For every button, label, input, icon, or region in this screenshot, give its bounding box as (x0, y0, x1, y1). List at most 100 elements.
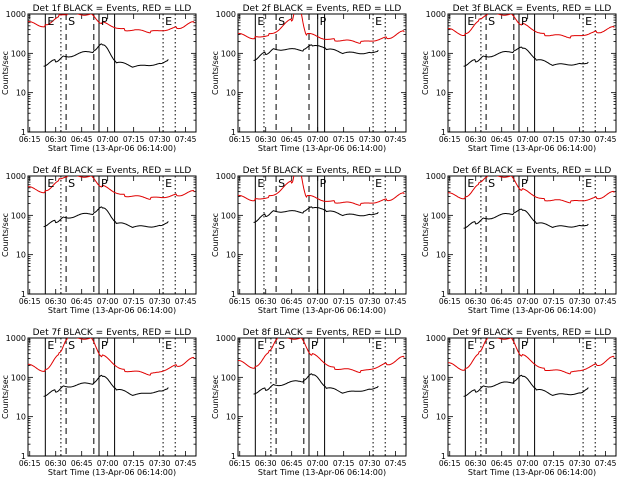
marker-label: E (47, 339, 54, 352)
x-tick-label: 07:15 (543, 297, 565, 306)
events-series-line (253, 373, 379, 395)
y-tick-label: 1 (441, 128, 446, 137)
marker-label: E (375, 15, 382, 28)
marker-label: E (165, 15, 172, 28)
y-axis-label: Counts/sec (1, 51, 10, 95)
y-tick-label: 1000 (6, 334, 26, 343)
x-tick-label: 06:15 (439, 459, 461, 468)
plot-frame (447, 13, 617, 133)
x-tick-label: 06:15 (439, 297, 461, 306)
x-axis-label: Start Time (13-Apr-06 06:14:00) (48, 144, 176, 153)
panel-title: Det 7f BLACK = Events, RED = LLD (33, 328, 192, 338)
marker-label: S (68, 339, 75, 352)
x-tick-label: 06:45 (71, 297, 93, 306)
x-tick-label: 07:30 (149, 297, 171, 306)
lld-series-line (28, 176, 195, 200)
x-tick-label: 07:45 (595, 459, 617, 468)
y-tick-label: 1 (231, 290, 236, 299)
y-tick-label: 1000 (6, 172, 26, 181)
panel-title: Det 3f BLACK = Events, RED = LLD (453, 4, 612, 14)
y-tick-label: 100 (11, 49, 26, 58)
events-series-line (463, 46, 589, 67)
x-tick-label: 06:30 (45, 297, 67, 306)
marker-label: S (488, 339, 495, 352)
x-tick-label: 06:45 (281, 297, 303, 306)
panel-7: Det 7f BLACK = Events, RED = LLD 1 10 100 10… (1, 328, 197, 477)
panel-1: Det 1f BLACK = Events, RED = LLD 1 10 100 10… (1, 4, 197, 153)
x-tick-label: 07:30 (359, 297, 381, 306)
plot-area (238, 14, 405, 132)
y-tick-label: 10 (16, 251, 26, 260)
x-tick-label: 07:45 (175, 459, 197, 468)
events-series-line (463, 374, 589, 397)
plot-area (448, 14, 615, 132)
x-tick-label: 07:00 (307, 297, 329, 306)
marker-label: E (375, 339, 382, 352)
x-tick-label: 07:15 (543, 459, 565, 468)
y-tick-label: 1000 (216, 10, 236, 19)
y-tick-label: 10 (436, 413, 446, 422)
y-axis-label: Counts/sec (421, 375, 430, 419)
marker-label: S (68, 15, 75, 28)
x-axis-label: Start Time (13-Apr-06 06:14:00) (258, 144, 386, 153)
marker-label: E (585, 339, 592, 352)
x-tick-label: 07:15 (333, 297, 355, 306)
y-tick-label: 100 (221, 373, 236, 382)
panel-title: Det 1f BLACK = Events, RED = LLD (33, 4, 192, 14)
events-series-line (43, 206, 169, 228)
marker-label: S (278, 15, 285, 28)
x-axis-label: Start Time (13-Apr-06 06:14:00) (468, 306, 596, 315)
x-tick-label: 07:30 (149, 459, 171, 468)
x-tick-label: 07:00 (517, 135, 539, 144)
x-tick-label: 06:15 (229, 135, 251, 144)
x-tick-label: 06:15 (19, 297, 41, 306)
x-axis-label: Start Time (13-Apr-06 06:14:00) (258, 468, 386, 477)
x-tick-label: 07:15 (333, 135, 355, 144)
x-tick-label: 07:15 (123, 459, 145, 468)
x-tick-label: 06:30 (255, 135, 277, 144)
events-series-line (253, 44, 379, 61)
marker-label: E (467, 177, 474, 190)
x-tick-label: 06:45 (491, 459, 513, 468)
plot-frame (27, 175, 197, 295)
panel-8: Det 8f BLACK = Events, RED = LLD 1 10 100 10… (211, 328, 407, 477)
x-tick-label: 06:45 (71, 459, 93, 468)
marker-label: E (585, 177, 592, 190)
marker-label: S (278, 177, 285, 190)
marker-label: P (101, 339, 108, 352)
lld-series-line (448, 14, 615, 39)
marker-label: P (101, 15, 108, 28)
x-axis-label: Start Time (13-Apr-06 06:14:00) (468, 144, 596, 153)
plot-area (448, 176, 615, 294)
y-tick-label: 1 (231, 452, 236, 461)
y-tick-label: 100 (431, 211, 446, 220)
marker-label: S (488, 15, 495, 28)
y-axis-label: Counts/sec (211, 213, 220, 257)
panel-5: Det 5f BLACK = Events, RED = LLD 1 10 100 10… (211, 166, 407, 315)
marker-label: E (257, 15, 264, 28)
marker-label: P (521, 339, 528, 352)
lld-series-line (448, 176, 615, 204)
panel-3: Det 3f BLACK = Events, RED = LLD 1 10 100 10… (421, 4, 617, 153)
marker-label: E (165, 177, 172, 190)
events-series-line (43, 374, 169, 397)
y-tick-label: 100 (11, 211, 26, 220)
x-tick-label: 07:00 (307, 135, 329, 144)
y-tick-label: 10 (16, 413, 26, 422)
panel-6: Det 6f BLACK = Events, RED = LLD 1 10 100 10… (421, 166, 617, 315)
x-tick-label: 06:45 (491, 135, 513, 144)
plot-area (238, 338, 405, 456)
y-tick-label: 100 (431, 373, 446, 382)
marker-label: E (257, 177, 264, 190)
plot-frame (447, 175, 617, 295)
y-tick-label: 1000 (216, 172, 236, 181)
plot-frame (27, 13, 197, 133)
x-tick-label: 07:30 (569, 135, 591, 144)
panel-2: Det 2f BLACK = Events, RED = LLD 1 10 100 10… (211, 4, 407, 153)
plot-area (238, 176, 405, 294)
marker-label: P (521, 15, 528, 28)
x-tick-label: 07:30 (149, 135, 171, 144)
marker-label: E (47, 177, 54, 190)
y-axis-label: Counts/sec (1, 375, 10, 419)
